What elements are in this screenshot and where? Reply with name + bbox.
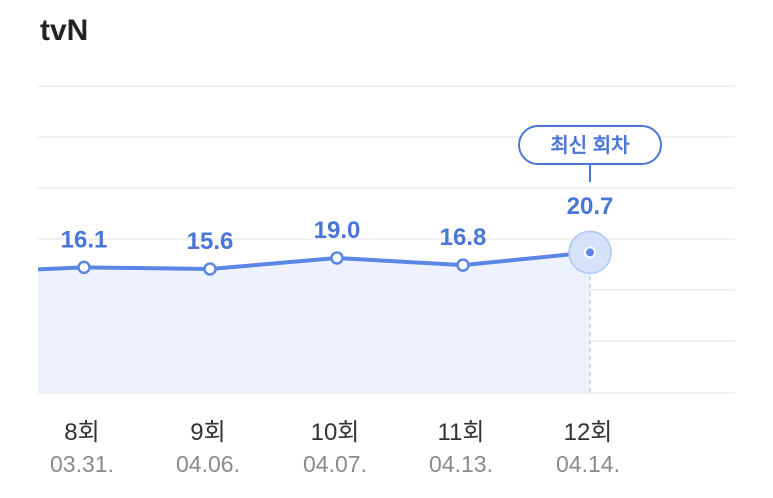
value-label: 19.0 [314,217,361,244]
latest-episode-badge: 최신 회차 [518,125,662,182]
data-point [330,251,344,265]
value-label: 16.1 [61,226,108,253]
episode-tick-label: 9회 [190,419,225,446]
date-tick-label: 03.31. [50,451,114,477]
date-tick-label: 04.06. [176,451,240,477]
episode-tick-label: 11회 [438,419,485,446]
chart-marks [77,230,612,276]
latest-badge-label: 최신 회차 [550,134,630,157]
episode-tick-label: 10회 [311,419,360,446]
data-point [456,258,470,272]
data-point [203,262,217,276]
rating-series-line [37,250,591,272]
value-label: 20.7 [567,193,614,220]
date-tick-label: 04.14. [556,451,620,477]
value-label: 16.8 [440,224,487,251]
date-tick-label: 04.07. [303,451,367,477]
chart-labels: 16.1 15.6 19.0 16.8 20.7 8회 9회 10회 11회 12회 03.31. 0… [50,193,620,477]
channel-title: tvN [40,14,89,47]
episode-tick-label: 8회 [64,419,99,446]
value-label: 15.6 [187,228,234,255]
episode-tick-label: 12회 [564,419,613,446]
chart-area-fill [38,252,590,393]
data-point [584,246,596,259]
date-tick-label: 04.13. [429,451,493,477]
data-point [77,260,91,275]
